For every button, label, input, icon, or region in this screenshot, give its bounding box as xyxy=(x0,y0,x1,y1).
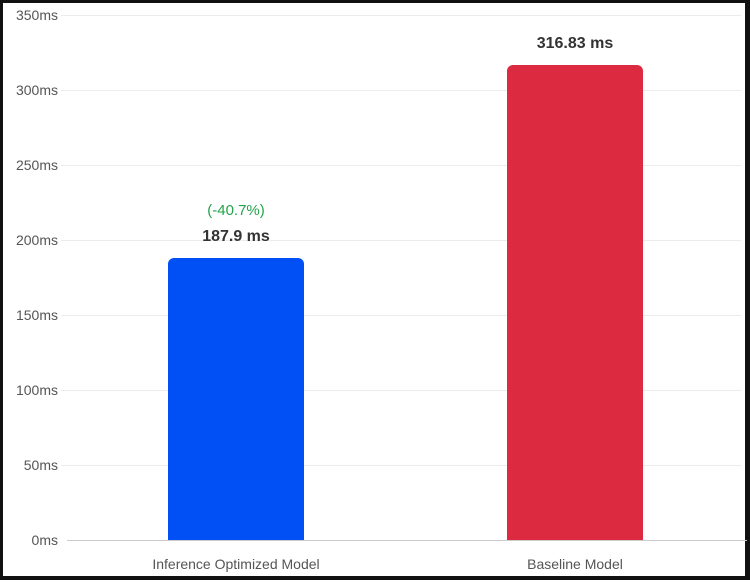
gridline xyxy=(61,465,741,466)
bar-value-label: 187.9 ms xyxy=(202,228,270,246)
delta-annotation: (-40.7%) xyxy=(207,202,265,220)
bar-chart: 0ms 50ms 100ms 150ms 200ms 250ms 300ms 350ms 187… xyxy=(3,3,750,583)
y-tick-label: 350ms xyxy=(15,7,58,23)
gridline xyxy=(61,390,741,391)
bar-inference-optimized-model xyxy=(168,258,304,540)
gridline xyxy=(61,315,741,316)
x-category-label: Inference Optimized Model xyxy=(152,556,320,572)
gridline xyxy=(61,90,741,91)
bar-value-label: 316.83 ms xyxy=(536,34,614,52)
y-tick-label: 50ms xyxy=(23,457,58,473)
gridline xyxy=(61,15,741,16)
x-axis-line xyxy=(67,540,747,541)
x-category-label: Baseline Model xyxy=(527,556,623,572)
y-tick-label: 100ms xyxy=(15,382,58,398)
y-tick-label: 0ms xyxy=(31,532,58,548)
gridline xyxy=(61,165,741,166)
bar-baseline-model xyxy=(507,64,643,540)
gridline xyxy=(61,240,741,241)
y-tick-label: 250ms xyxy=(15,157,58,173)
y-tick-label: 300ms xyxy=(15,82,58,98)
y-tick-label: 200ms xyxy=(15,232,58,248)
y-tick-label: 150ms xyxy=(15,307,58,323)
